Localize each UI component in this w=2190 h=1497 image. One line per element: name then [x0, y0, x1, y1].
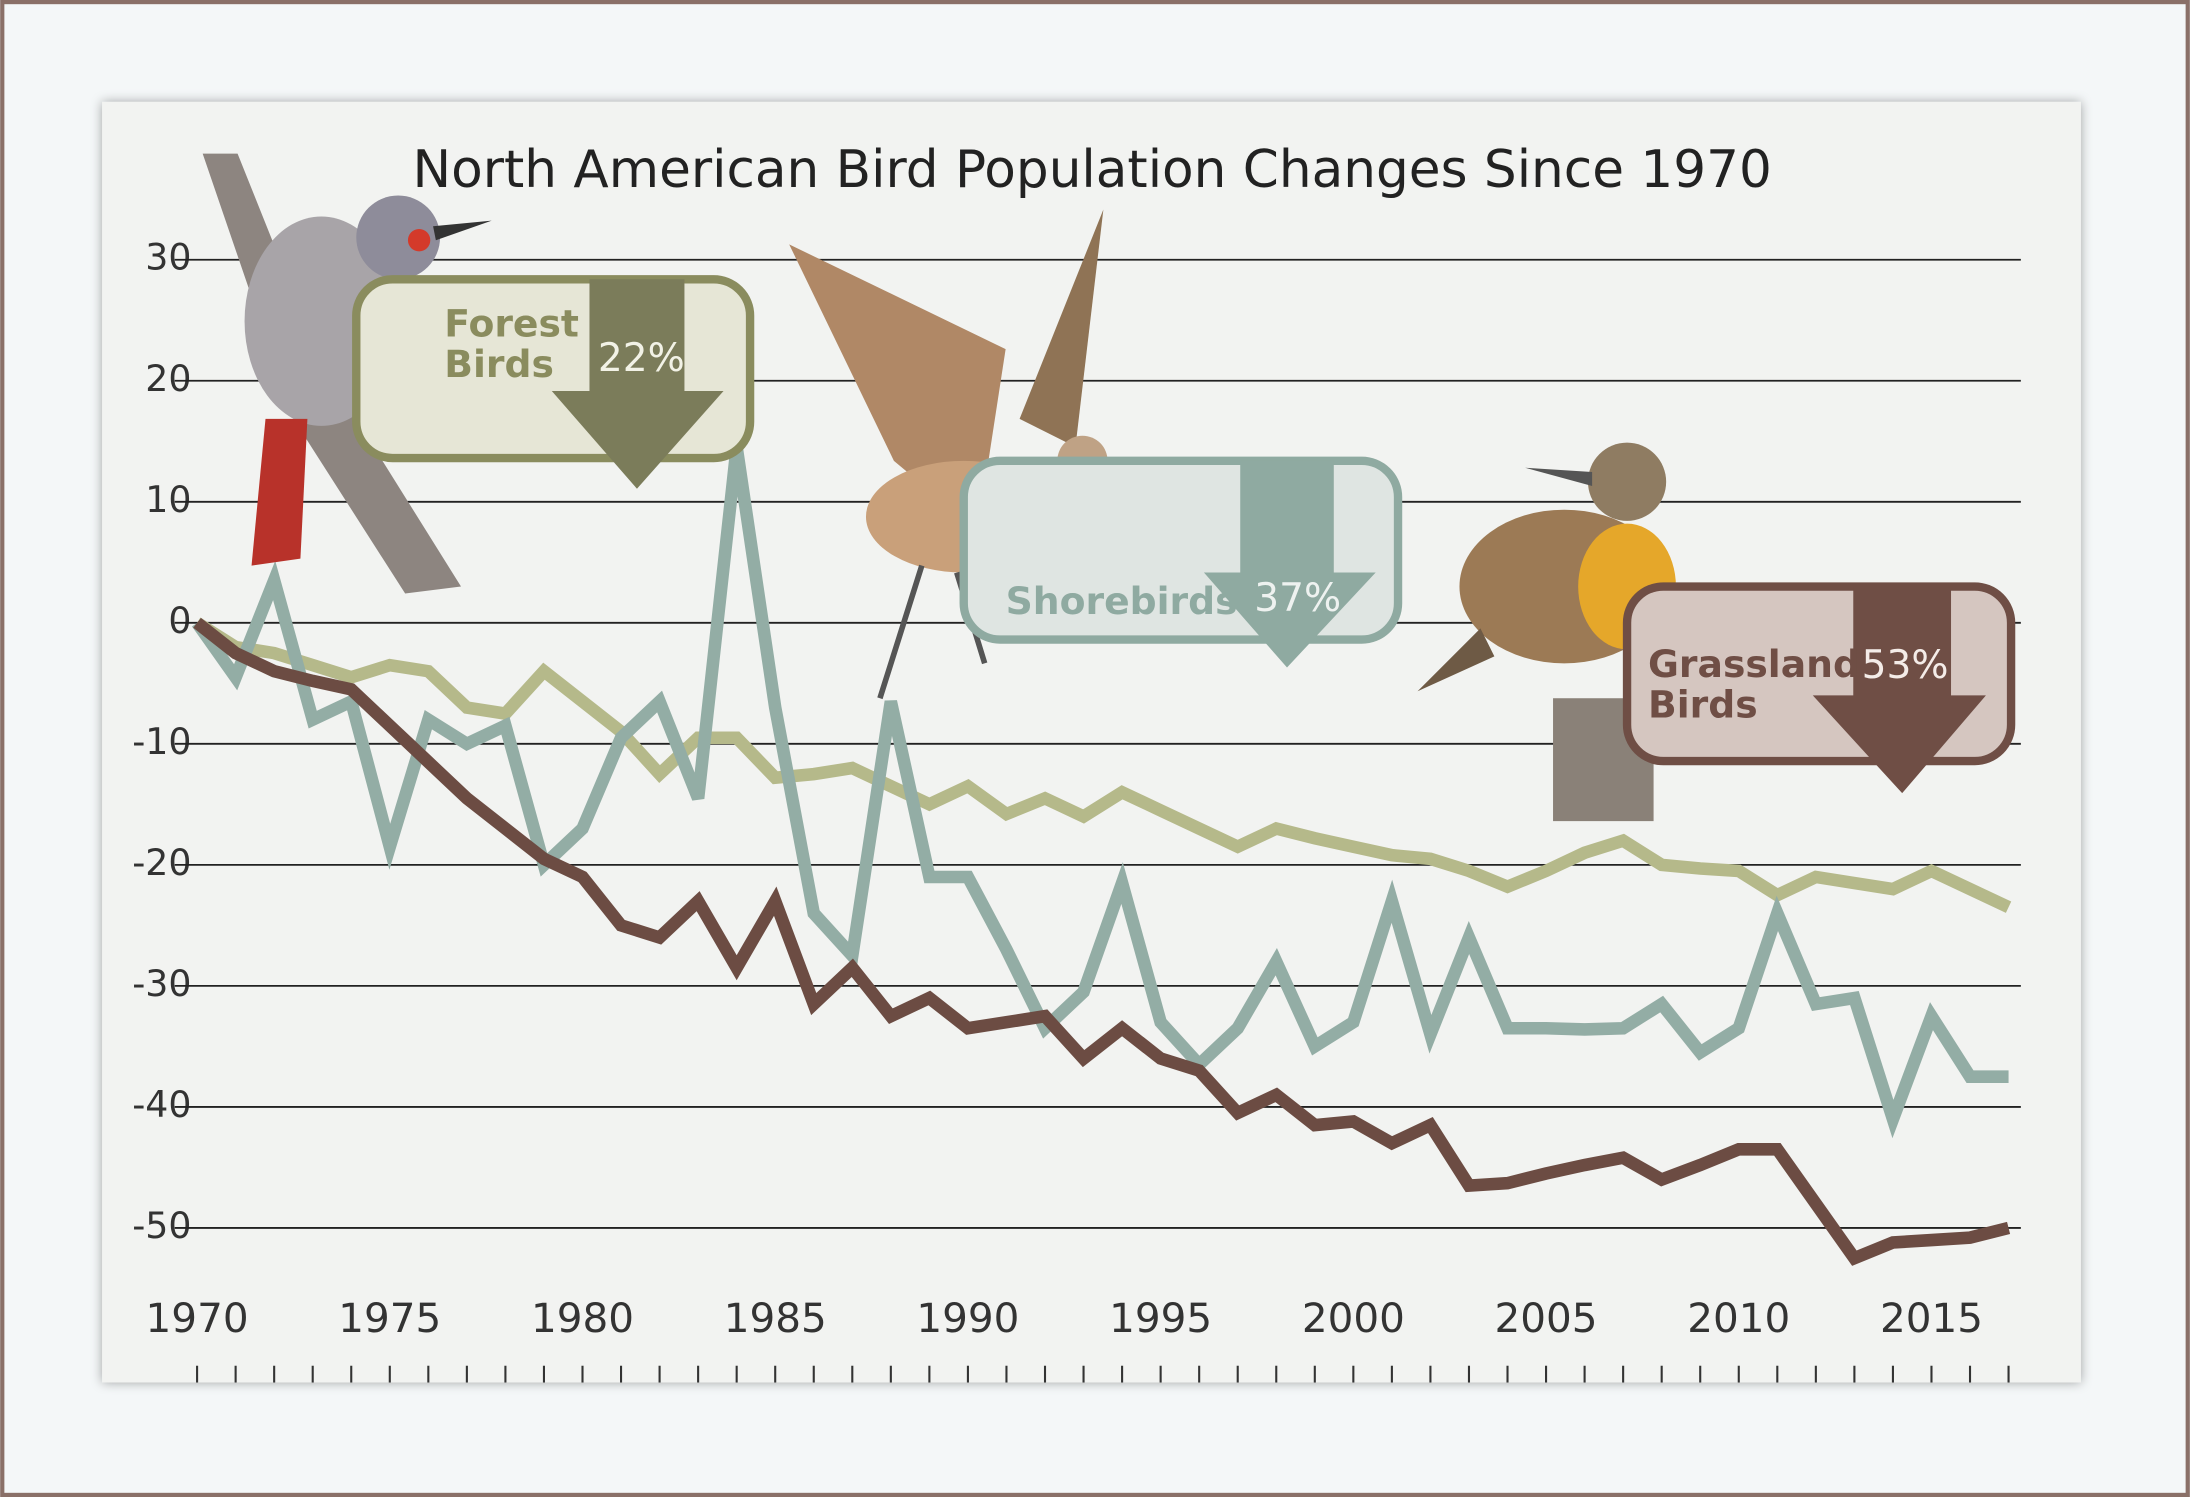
x-tick-label: 2010 [1687, 1294, 1790, 1342]
chart-title: North American Bird Population Changes S… [413, 140, 1772, 200]
bird-mark [407, 229, 431, 252]
series-name: Grassland Birds [1648, 642, 1860, 726]
series-line [193, 617, 2012, 913]
bird-head [1587, 442, 1667, 521]
x-tick-label: 2000 [1302, 1294, 1405, 1342]
series-line [191, 446, 2009, 1139]
y-tick-label: 10 [145, 478, 191, 521]
series-name: Shorebirds [1006, 579, 1238, 623]
decline-annotation: Shorebirds 37% [959, 456, 1403, 668]
wing [1019, 209, 1104, 447]
x-tick-label: 1970 [146, 1294, 249, 1342]
x-tick-label: 1975 [338, 1294, 441, 1342]
series-line [193, 617, 2011, 1266]
x-tick-label: 1990 [916, 1294, 1019, 1342]
y-tick-label: 30 [145, 236, 191, 279]
lines [191, 446, 2012, 1266]
y-tick-label: -20 [132, 841, 191, 884]
x-tick-label: 1995 [1109, 1294, 1212, 1342]
decline-arrow [551, 279, 724, 489]
x-tick-label: 1985 [724, 1294, 827, 1342]
decline-arrow [1812, 586, 1986, 794]
y-tick-label: 0 [168, 599, 191, 642]
x-tick-label: 2005 [1495, 1294, 1598, 1342]
decline-label: 37% [1254, 576, 1341, 621]
x-tick-label: 2015 [1880, 1294, 1983, 1342]
y-tick-label: -30 [132, 962, 191, 1005]
decline-label: 22% [598, 336, 685, 381]
y-tick-label: -10 [132, 720, 191, 763]
bird-beak [433, 220, 492, 241]
y-tick-label: -40 [132, 1083, 191, 1126]
bird-tail [251, 418, 308, 566]
grid: -50 -40 -30 -20 -10 0 10 20 30 1970 1975 1980 1985 19… [132, 236, 2021, 1383]
decline-label: 53% [1862, 643, 1949, 688]
y-tick-label: 20 [145, 357, 191, 400]
x-tick-label: 1980 [531, 1294, 634, 1342]
decline-arrow [1203, 460, 1376, 668]
y-tick-label: -50 [132, 1204, 191, 1247]
bird-tail [1417, 628, 1495, 692]
bird-head [356, 195, 441, 280]
decline-annotation: Forest Birds 22% [352, 275, 755, 489]
annotations: Forest Birds 22% Shorebirds 37% Grassland Bird… [352, 275, 2016, 794]
wing [789, 244, 1006, 531]
series-name: Forest Birds [444, 301, 579, 385]
